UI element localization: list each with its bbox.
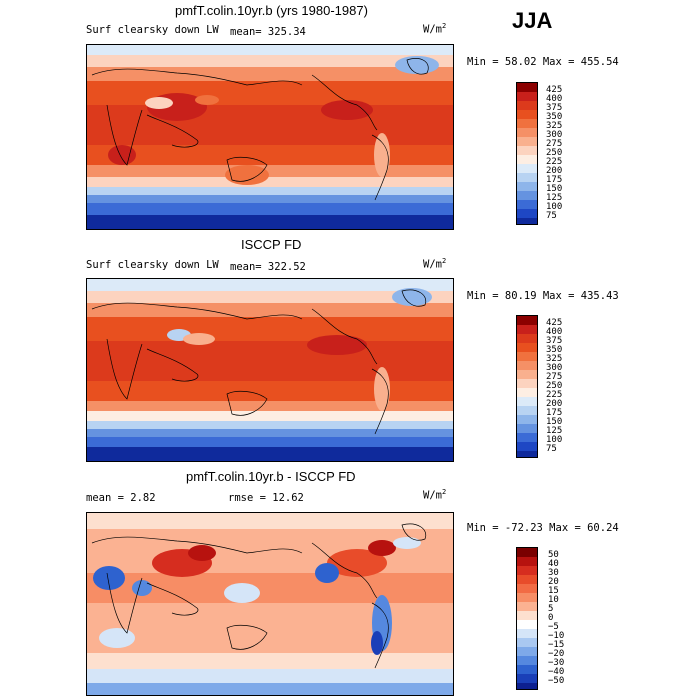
colorbar-tick: 100 — [546, 435, 563, 445]
colorbar-tick: 200 — [546, 166, 563, 176]
field-name: Surf clearsky down LW — [86, 24, 219, 36]
colorbar-difference — [516, 547, 538, 690]
colorbar-tick: −5 — [548, 622, 559, 632]
colorbar-model — [516, 82, 538, 225]
colorbar-tick: 350 — [546, 112, 563, 122]
panel-title: pmfT.colin.10yr.b (yrs 1980-1987) — [175, 3, 368, 18]
colorbar-tick: 350 — [546, 345, 563, 355]
colorbar-tick: 425 — [546, 318, 563, 328]
colorbar-tick: 75 — [546, 444, 557, 454]
colorbar-tick: −20 — [548, 649, 565, 659]
colorbar-tick: 30 — [548, 568, 559, 578]
colorbar-tick: 125 — [546, 426, 563, 436]
colorbar-tick: 400 — [546, 327, 563, 337]
colorbar-tick: 225 — [546, 157, 563, 167]
colorbar-tick: 5 — [548, 604, 554, 614]
panel-title: pmfT.colin.10yr.b - ISCCP FD — [186, 469, 356, 484]
colorbar-tick: 100 — [546, 202, 563, 212]
colorbar-tick: 250 — [546, 148, 563, 158]
min-max-label: Min = 80.19 Max = 435.43 — [467, 290, 619, 302]
map-observations-field — [87, 279, 453, 461]
colorbar-tick: 10 — [548, 595, 559, 605]
field-name: Surf clearsky down LW — [86, 259, 219, 271]
map-difference-field — [87, 513, 453, 695]
colorbar-tick: 225 — [546, 390, 563, 400]
colorbar-tick: 150 — [546, 417, 563, 427]
units-label: W/m2 — [423, 22, 447, 36]
colorbar-tick: 50 — [548, 550, 559, 560]
colorbar-tick: 75 — [546, 211, 557, 221]
panel-title: ISCCP FD — [241, 237, 302, 252]
min-max-label: Min = 58.02 Max = 455.54 — [467, 56, 619, 68]
map-difference — [86, 512, 454, 696]
colorbar-tick: 175 — [546, 408, 563, 418]
colorbar-tick: −15 — [548, 640, 565, 650]
colorbar-tick: 125 — [546, 193, 563, 203]
mean-value: mean = 2.82 — [86, 492, 156, 504]
colorbar-tick: 325 — [546, 354, 563, 364]
units-label: W/m2 — [423, 257, 447, 271]
colorbar-tick: 300 — [546, 363, 563, 373]
colorbar-tick: 250 — [546, 381, 563, 391]
colorbar-tick: −50 — [548, 676, 565, 686]
season-label: JJA — [512, 8, 553, 33]
colorbar-tick: 200 — [546, 399, 563, 409]
map-model-field — [87, 45, 453, 229]
min-max-label: Min = -72.23 Max = 60.24 — [467, 522, 619, 534]
colorbar-tick: −10 — [548, 631, 565, 641]
colorbar-tick: 0 — [548, 613, 554, 623]
colorbar-tick: 325 — [546, 121, 563, 131]
colorbar-tick: 300 — [546, 130, 563, 140]
colorbar-observations — [516, 315, 538, 458]
colorbar-tick: 150 — [546, 184, 563, 194]
colorbar-tick: 20 — [548, 577, 559, 587]
map-observations — [86, 278, 454, 462]
units-label: W/m2 — [423, 488, 447, 502]
colorbar-tick: 275 — [546, 372, 563, 382]
colorbar-tick: 425 — [546, 85, 563, 95]
rmse-value: rmse = 12.62 — [228, 492, 304, 504]
colorbar-tick: 375 — [546, 103, 563, 113]
mean-value: mean= 325.34 — [230, 26, 306, 38]
colorbar-tick: 15 — [548, 586, 559, 596]
colorbar-tick: 275 — [546, 139, 563, 149]
colorbar-tick: 400 — [546, 94, 563, 104]
colorbar-tick: 175 — [546, 175, 563, 185]
colorbar-tick: −30 — [548, 658, 565, 668]
map-model — [86, 44, 454, 230]
colorbar-tick: −40 — [548, 667, 565, 677]
colorbar-tick: 40 — [548, 559, 559, 569]
colorbar-tick: 375 — [546, 336, 563, 346]
mean-value: mean= 322.52 — [230, 261, 306, 273]
